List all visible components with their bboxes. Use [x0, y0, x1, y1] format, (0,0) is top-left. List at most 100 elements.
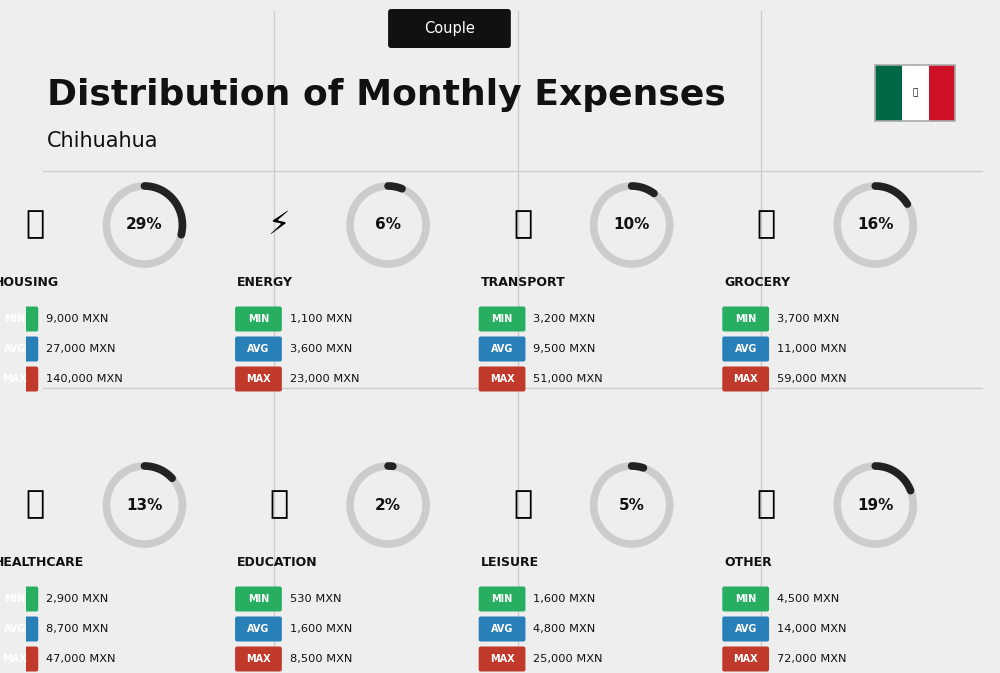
Text: 51,000 MXN: 51,000 MXN: [533, 374, 603, 384]
Text: MAX: MAX: [733, 374, 758, 384]
Text: EDUCATION: EDUCATION: [237, 557, 318, 569]
FancyBboxPatch shape: [0, 367, 38, 392]
Text: MIN: MIN: [4, 314, 25, 324]
Text: Couple: Couple: [424, 21, 475, 36]
Text: AVG: AVG: [491, 624, 513, 634]
Text: 19%: 19%: [857, 497, 893, 513]
Text: LEISURE: LEISURE: [481, 557, 539, 569]
Text: 13%: 13%: [126, 497, 163, 513]
Text: 8,700 MXN: 8,700 MXN: [46, 624, 108, 634]
Text: 🦅: 🦅: [913, 89, 918, 98]
Text: 72,000 MXN: 72,000 MXN: [777, 654, 846, 664]
Text: 14,000 MXN: 14,000 MXN: [777, 624, 846, 634]
FancyBboxPatch shape: [722, 367, 769, 392]
Text: Distribution of Monthly Expenses: Distribution of Monthly Expenses: [47, 78, 726, 112]
Text: MIN: MIN: [735, 594, 756, 604]
Text: 🎓: 🎓: [269, 489, 289, 520]
Text: 🏥: 🏥: [26, 489, 45, 520]
Text: 11,000 MXN: 11,000 MXN: [777, 344, 846, 354]
FancyBboxPatch shape: [0, 336, 38, 361]
Text: MIN: MIN: [491, 594, 513, 604]
FancyBboxPatch shape: [0, 616, 38, 641]
Text: 9,500 MXN: 9,500 MXN: [533, 344, 596, 354]
FancyBboxPatch shape: [479, 306, 525, 332]
Text: 530 MXN: 530 MXN: [290, 594, 341, 604]
FancyBboxPatch shape: [722, 616, 769, 641]
Text: MAX: MAX: [490, 374, 514, 384]
Text: MAX: MAX: [3, 654, 27, 664]
FancyBboxPatch shape: [0, 647, 38, 672]
Text: 4,800 MXN: 4,800 MXN: [533, 624, 596, 634]
Text: 4,500 MXN: 4,500 MXN: [777, 594, 839, 604]
Text: OTHER: OTHER: [724, 557, 772, 569]
Text: MAX: MAX: [3, 374, 27, 384]
Text: 25,000 MXN: 25,000 MXN: [533, 654, 603, 664]
Text: 10%: 10%: [613, 217, 650, 232]
Text: HEALTHCARE: HEALTHCARE: [0, 557, 84, 569]
Text: 1,100 MXN: 1,100 MXN: [290, 314, 352, 324]
FancyBboxPatch shape: [235, 306, 282, 332]
Text: 9,000 MXN: 9,000 MXN: [46, 314, 108, 324]
Text: TRANSPORT: TRANSPORT: [481, 277, 565, 289]
Text: 1,600 MXN: 1,600 MXN: [533, 594, 596, 604]
Text: ⚡: ⚡: [268, 209, 290, 240]
Text: ENERGY: ENERGY: [237, 277, 293, 289]
Text: GROCERY: GROCERY: [724, 277, 790, 289]
Text: MIN: MIN: [491, 314, 513, 324]
FancyBboxPatch shape: [235, 336, 282, 361]
Text: MIN: MIN: [248, 314, 269, 324]
Text: 💰: 💰: [757, 489, 776, 520]
FancyBboxPatch shape: [235, 616, 282, 641]
FancyBboxPatch shape: [722, 586, 769, 612]
Text: MAX: MAX: [733, 654, 758, 664]
Text: 59,000 MXN: 59,000 MXN: [777, 374, 846, 384]
Text: AVG: AVG: [4, 624, 26, 634]
Text: 🚌: 🚌: [513, 209, 532, 240]
Text: 27,000 MXN: 27,000 MXN: [46, 344, 116, 354]
FancyBboxPatch shape: [722, 306, 769, 332]
Text: AVG: AVG: [734, 344, 757, 354]
Text: AVG: AVG: [4, 344, 26, 354]
Text: 2,900 MXN: 2,900 MXN: [46, 594, 108, 604]
Text: 140,000 MXN: 140,000 MXN: [46, 374, 123, 384]
Text: 16%: 16%: [857, 217, 894, 232]
FancyBboxPatch shape: [479, 616, 525, 641]
Text: MAX: MAX: [490, 654, 514, 664]
Text: 3,600 MXN: 3,600 MXN: [290, 344, 352, 354]
Text: Chihuahua: Chihuahua: [47, 131, 159, 151]
Text: 3,700 MXN: 3,700 MXN: [777, 314, 839, 324]
FancyBboxPatch shape: [0, 586, 38, 612]
FancyBboxPatch shape: [479, 647, 525, 672]
Text: AVG: AVG: [247, 624, 270, 634]
Text: 🛍: 🛍: [513, 489, 532, 520]
Text: AVG: AVG: [734, 624, 757, 634]
Text: 🏢: 🏢: [26, 209, 45, 240]
Text: 1,600 MXN: 1,600 MXN: [290, 624, 352, 634]
Text: 8,500 MXN: 8,500 MXN: [290, 654, 352, 664]
FancyBboxPatch shape: [929, 65, 955, 121]
FancyBboxPatch shape: [875, 65, 902, 121]
FancyBboxPatch shape: [235, 367, 282, 392]
Text: 5%: 5%: [619, 497, 645, 513]
FancyBboxPatch shape: [479, 586, 525, 612]
Text: 🛒: 🛒: [757, 209, 776, 240]
FancyBboxPatch shape: [722, 647, 769, 672]
Text: MAX: MAX: [246, 654, 271, 664]
FancyBboxPatch shape: [388, 9, 511, 48]
Text: 47,000 MXN: 47,000 MXN: [46, 654, 116, 664]
Text: 2%: 2%: [375, 497, 401, 513]
FancyBboxPatch shape: [722, 336, 769, 361]
FancyBboxPatch shape: [235, 586, 282, 612]
FancyBboxPatch shape: [902, 65, 929, 121]
FancyBboxPatch shape: [479, 336, 525, 361]
Text: MIN: MIN: [248, 594, 269, 604]
Text: HOUSING: HOUSING: [0, 277, 59, 289]
FancyBboxPatch shape: [479, 367, 525, 392]
Text: 23,000 MXN: 23,000 MXN: [290, 374, 359, 384]
Text: AVG: AVG: [247, 344, 270, 354]
Text: 6%: 6%: [375, 217, 401, 232]
Text: 29%: 29%: [126, 217, 163, 232]
Text: MAX: MAX: [246, 374, 271, 384]
Text: 3,200 MXN: 3,200 MXN: [533, 314, 596, 324]
Text: MIN: MIN: [4, 594, 25, 604]
